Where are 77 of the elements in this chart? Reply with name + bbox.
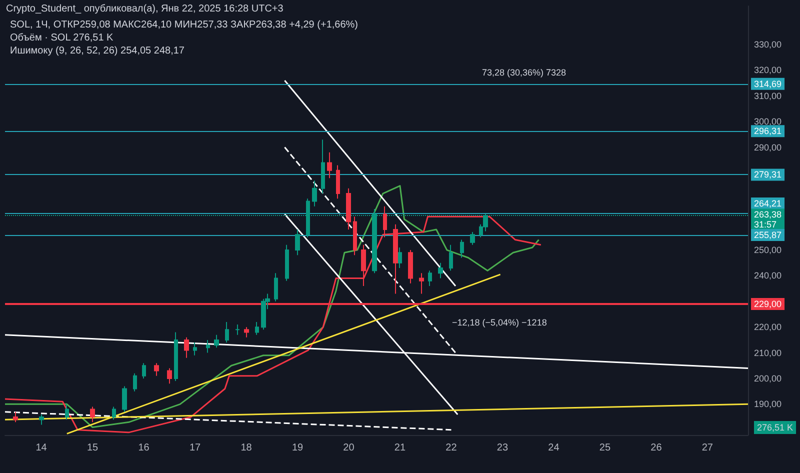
ref-line-label: 229,00 [754,298,782,309]
candlestick [154,362,159,376]
ref-line-label: 255,87 [754,230,782,240]
candlestick [449,244,453,272]
candlestick [361,244,366,287]
candlestick [244,326,249,338]
x-tick-label: 25 [599,442,611,454]
annotation: SOL, 1Ч, ОТКР259,08 МАКС264,10 МИН257,33 ЗАКР263,38 +4,29 (+1,66%) [10,20,358,30]
y-tick-label: 320,00 [754,65,782,76]
candlestick [312,180,317,207]
y-tick-label: 240,00 [754,270,782,281]
ref-line-label: 314,69 [754,78,782,89]
candlestick [438,262,443,279]
candlestick [285,244,289,282]
candlestick [214,334,219,348]
y-tick-label: 300,00 [754,116,782,127]
candlestick [225,321,229,344]
candlestick [112,406,116,420]
candlestick [393,224,398,294]
chart-title: Crypto_Student_ опубликовал(а), Янв 22, 2025 16:28 UTC+3 [6,4,284,14]
ref-line-label: 264,21 [754,198,782,209]
y-tick-label: 290,00 [754,142,782,152]
candlestick [13,411,18,423]
x-tick-label: 16 [138,442,150,454]
y-tick-label: 220,00 [754,322,782,332]
candlestick [142,362,146,379]
ref-line-label: 296,31 [754,126,782,136]
candlestick [346,188,351,230]
y-tick-label: 190,00 [754,399,782,410]
candlestick [470,232,475,246]
x-tick-label: 21 [394,442,406,454]
x-tick-label: 23 [496,442,508,454]
candlestick [336,164,340,200]
candlestick [174,332,178,382]
ref-line-label: 279,31 [754,170,782,180]
candlestick [321,139,325,194]
x-tick-label: 20 [343,442,355,454]
candlestick [460,239,464,258]
candlestick [122,386,127,412]
y-tick-label: 200,00 [754,373,782,384]
x-tick-label: 15 [86,442,99,454]
candlestick [235,324,240,336]
x-tick-label: 27 [702,442,714,454]
candlestick [39,414,44,426]
y-tick-label: 310,00 [754,90,782,101]
candlestick [327,152,332,179]
y-tick-label: 330,00 [754,40,782,50]
annotation: 73,28 (30,36%) 7328 [482,68,566,78]
candlestick [353,216,357,256]
x-tick-label: 18 [240,442,252,454]
y-tick-label: 210,00 [754,348,782,358]
ref-line-label: 263,38 31:57 [754,210,782,230]
candlestick [428,270,432,287]
candlestick [398,246,402,269]
annotation: Ишимоку (9, 26, 52, 26) 254,05 248,17 [10,46,185,56]
candlestick [419,272,424,294]
candlestick [274,272,278,302]
x-tick-label: 26 [650,442,662,454]
x-tick-label: 17 [189,442,202,454]
x-tick-label: 14 [36,442,48,454]
candlestick [167,368,172,384]
candlestick [133,372,137,392]
candlestick [65,404,69,420]
x-tick-label: 24 [548,442,560,454]
text: 276,51 K [757,422,794,432]
candlestick [90,406,95,423]
candlestick [184,336,189,358]
candlestick [193,342,197,356]
x-tick-label: 19 [292,442,304,454]
y-tick-label: 250,00 [754,245,782,256]
candlestick [295,228,300,256]
annotation: Объём · SOL 276,51 K [10,32,114,44]
candlestick [408,250,413,284]
candlestick [206,339,210,354]
annotation: −12,18 (−5,04%) −1218 [452,318,547,328]
candlestick [255,321,259,336]
x-tick-label: 22 [446,442,458,454]
